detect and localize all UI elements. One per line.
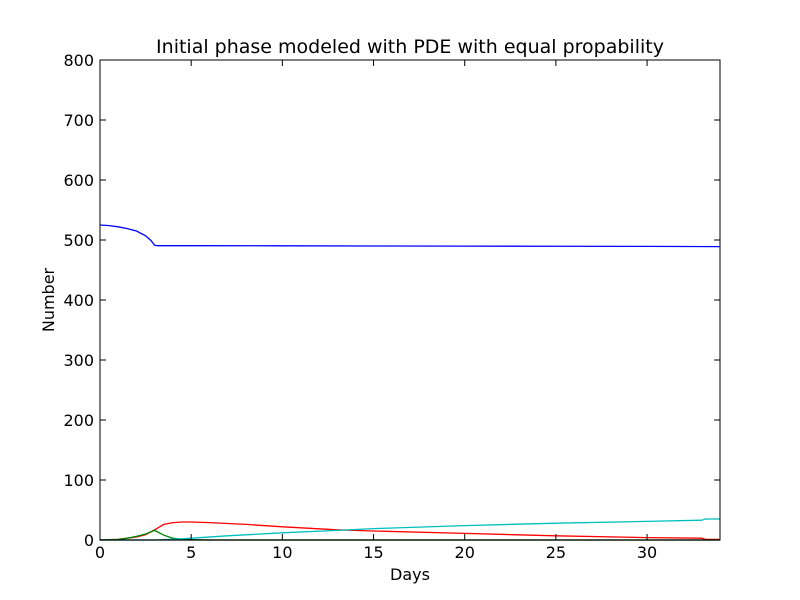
x-tick-label: 15 xyxy=(363,543,383,562)
x-axis-title: Days xyxy=(390,565,430,584)
y-tick-label: 0 xyxy=(84,531,94,550)
x-tick-label: 10 xyxy=(272,543,292,562)
x-tick-label: 25 xyxy=(546,543,566,562)
series-line-1 xyxy=(99,224,721,248)
y-tick-label: 600 xyxy=(63,171,94,190)
x-tick-label: 5 xyxy=(186,543,196,562)
x-tick-label: 0 xyxy=(95,543,105,562)
x-tick-label: 30 xyxy=(637,543,657,562)
y-tick-label: 100 xyxy=(63,471,94,490)
y-tick-label: 400 xyxy=(63,291,94,310)
series-line-4 xyxy=(100,518,720,541)
y-axis-title: Number xyxy=(39,267,58,332)
x-tick-label: 20 xyxy=(455,543,475,562)
y-tick-label: 300 xyxy=(63,351,94,370)
chart-title: Initial phase modeled with PDE with equa… xyxy=(156,36,664,58)
y-tick-label: 500 xyxy=(63,231,94,250)
y-tick-label: 700 xyxy=(63,111,94,130)
y-tick-label: 200 xyxy=(63,411,94,430)
y-tick-label: 800 xyxy=(63,51,94,70)
